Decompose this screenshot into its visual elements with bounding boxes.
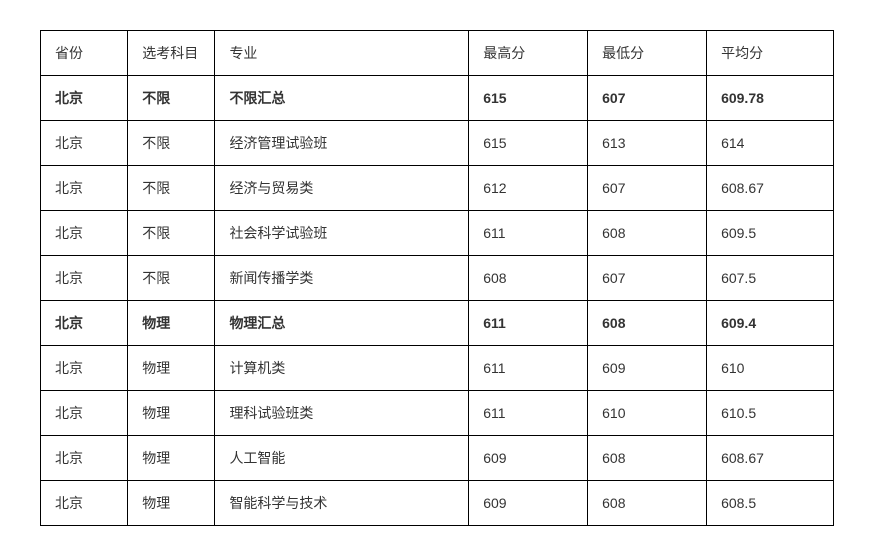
table-cell: 物理	[128, 391, 215, 436]
table-row: 北京不限不限汇总615607609.78	[41, 76, 834, 121]
table-row: 北京物理物理汇总611608609.4	[41, 301, 834, 346]
table-cell: 新闻传播学类	[215, 256, 469, 301]
table-cell: 611	[469, 391, 588, 436]
table-cell: 物理	[128, 301, 215, 346]
table-row: 北京物理计算机类611609610	[41, 346, 834, 391]
table-cell: 理科试验班类	[215, 391, 469, 436]
header-subject: 选考科目	[128, 31, 215, 76]
table-cell: 613	[588, 121, 707, 166]
table-cell: 北京	[41, 211, 128, 256]
table-cell: 不限	[128, 256, 215, 301]
table-cell: 不限	[128, 166, 215, 211]
table-cell: 614	[707, 121, 834, 166]
table-cell: 615	[469, 121, 588, 166]
table-row: 北京不限经济管理试验班615613614	[41, 121, 834, 166]
table-cell: 607	[588, 256, 707, 301]
table-cell: 不限	[128, 121, 215, 166]
table-cell: 经济管理试验班	[215, 121, 469, 166]
table-cell: 611	[469, 346, 588, 391]
table-cell: 北京	[41, 301, 128, 346]
table-cell: 608.5	[707, 481, 834, 526]
table-cell: 不限	[128, 211, 215, 256]
header-min: 最低分	[588, 31, 707, 76]
table-cell: 人工智能	[215, 436, 469, 481]
table-cell: 北京	[41, 166, 128, 211]
table-row: 北京不限新闻传播学类608607607.5	[41, 256, 834, 301]
table-cell: 607.5	[707, 256, 834, 301]
table-cell: 607	[588, 76, 707, 121]
header-province: 省份	[41, 31, 128, 76]
table-cell: 北京	[41, 121, 128, 166]
table-cell: 物理	[128, 436, 215, 481]
table-cell: 计算机类	[215, 346, 469, 391]
table-cell: 不限	[128, 76, 215, 121]
table-cell: 609.78	[707, 76, 834, 121]
header-avg: 平均分	[707, 31, 834, 76]
table-cell: 608	[588, 436, 707, 481]
table-cell: 612	[469, 166, 588, 211]
table-row: 北京物理理科试验班类611610610.5	[41, 391, 834, 436]
table-row: 北京物理人工智能609608608.67	[41, 436, 834, 481]
table-cell: 北京	[41, 76, 128, 121]
table-cell: 北京	[41, 391, 128, 436]
table-cell: 物理	[128, 346, 215, 391]
table-cell: 不限汇总	[215, 76, 469, 121]
table-cell: 北京	[41, 346, 128, 391]
table-cell: 615	[469, 76, 588, 121]
table-cell: 608	[588, 211, 707, 256]
header-max: 最高分	[469, 31, 588, 76]
table-cell: 物理汇总	[215, 301, 469, 346]
table-cell: 611	[469, 301, 588, 346]
table-cell: 北京	[41, 256, 128, 301]
table-row: 北京物理智能科学与技术609608608.5	[41, 481, 834, 526]
table-body: 北京不限不限汇总615607609.78北京不限经济管理试验班615613614…	[41, 76, 834, 526]
table-row: 北京不限社会科学试验班611608609.5	[41, 211, 834, 256]
table-cell: 物理	[128, 481, 215, 526]
table-cell: 609	[469, 481, 588, 526]
table-cell: 610	[588, 391, 707, 436]
table-cell: 610.5	[707, 391, 834, 436]
table-cell: 北京	[41, 436, 128, 481]
table-cell: 610	[707, 346, 834, 391]
table-cell: 608.67	[707, 436, 834, 481]
table-cell: 608	[469, 256, 588, 301]
table-cell: 607	[588, 166, 707, 211]
scores-table: 省份 选考科目 专业 最高分 最低分 平均分 北京不限不限汇总615607609…	[40, 30, 834, 526]
table-cell: 611	[469, 211, 588, 256]
table-cell: 608	[588, 301, 707, 346]
table-cell: 609.4	[707, 301, 834, 346]
table-cell: 609	[588, 346, 707, 391]
header-major: 专业	[215, 31, 469, 76]
table-row: 北京不限经济与贸易类612607608.67	[41, 166, 834, 211]
table-cell: 智能科学与技术	[215, 481, 469, 526]
table-cell: 北京	[41, 481, 128, 526]
table-cell: 609	[469, 436, 588, 481]
table-cell: 608	[588, 481, 707, 526]
table-cell: 经济与贸易类	[215, 166, 469, 211]
table-cell: 608.67	[707, 166, 834, 211]
table-cell: 社会科学试验班	[215, 211, 469, 256]
table-header-row: 省份 选考科目 专业 最高分 最低分 平均分	[41, 31, 834, 76]
table-cell: 609.5	[707, 211, 834, 256]
